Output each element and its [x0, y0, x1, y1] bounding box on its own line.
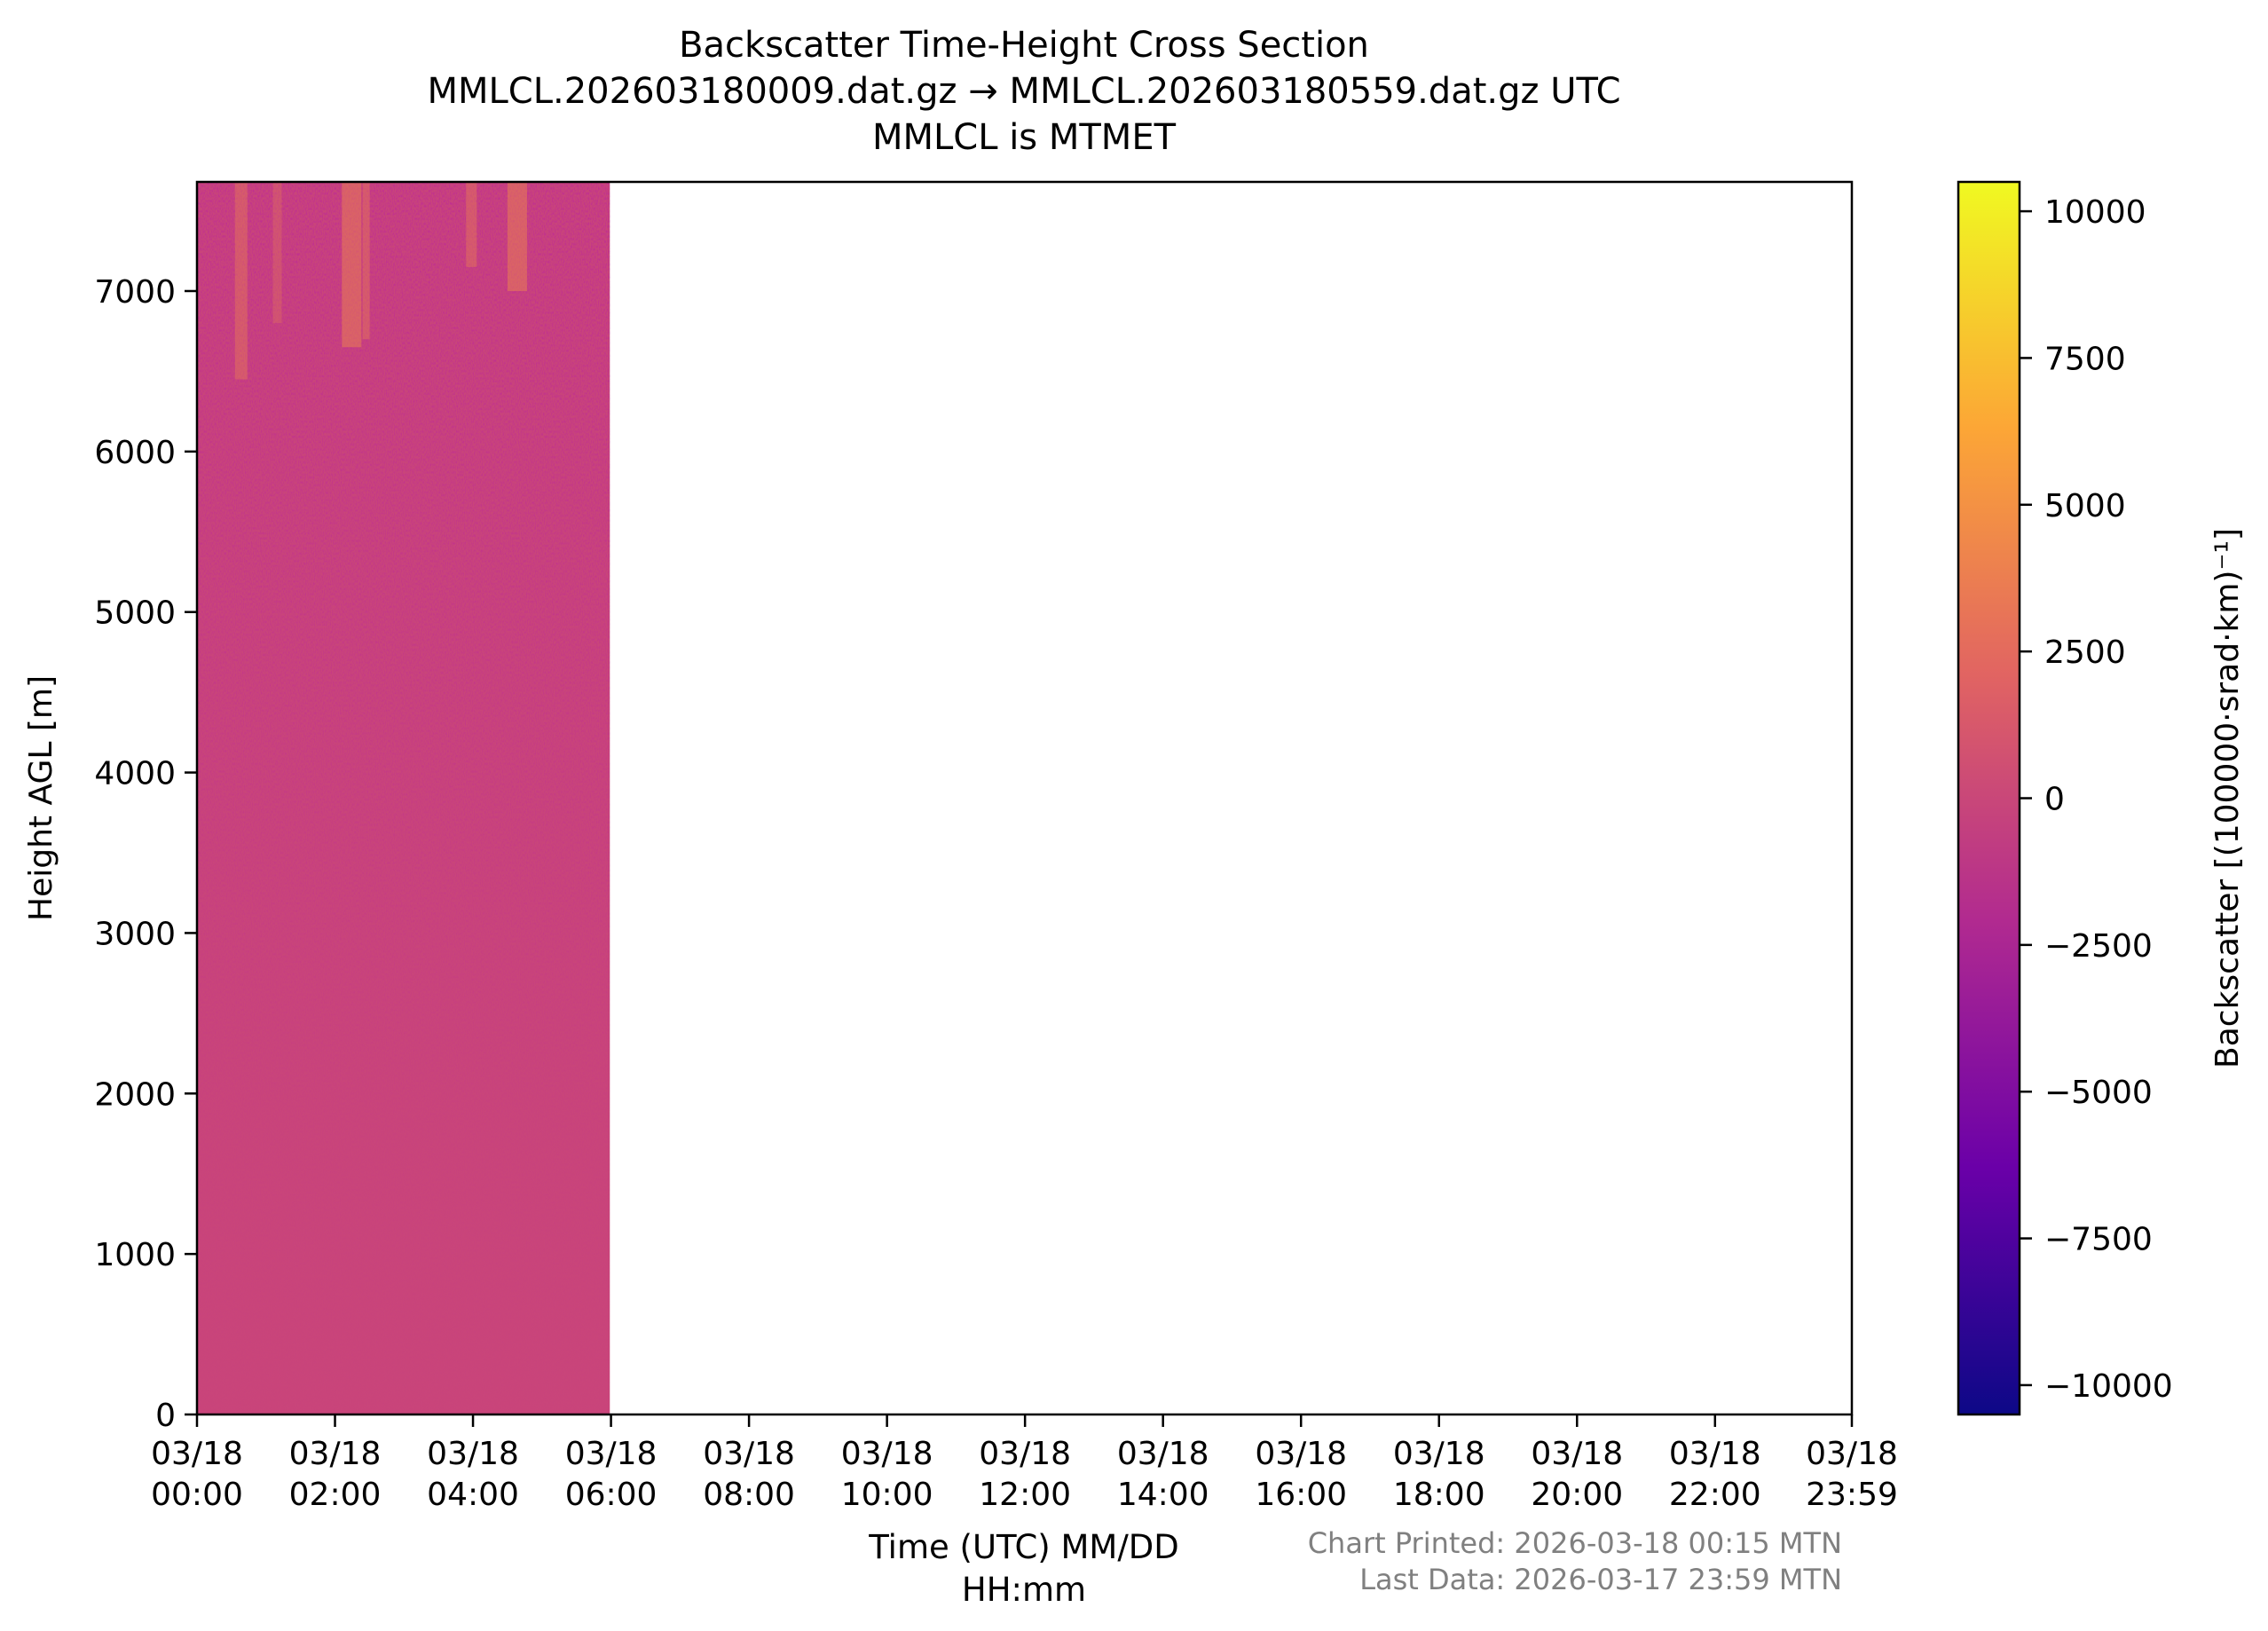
colorbar-axis: 10000 7500 5000 2500 0 −2500 −5000 −7500 −10000 — [2020, 194, 2173, 1405]
x-axis: 03/18 00:00 03/18 02:00 03/18 04:00 03/18 06:00… — [151, 1414, 1898, 1513]
heatmap-plume-streak — [507, 182, 527, 291]
y-axis: 0 1000 2000 3000 4000 5000 6000 7000 — [94, 274, 197, 1434]
colorbar-tick-label: 10000 — [2044, 194, 2146, 231]
title-line-1: Backscatter Time-Height Cross Section — [679, 25, 1369, 66]
heatmap-plume-streak — [272, 182, 282, 324]
x-axis-label-line-2: HH:mm — [962, 1571, 1086, 1609]
x-tick-label-time: 18:00 — [1393, 1477, 1485, 1513]
heatmap — [197, 182, 610, 1414]
y-tick-label: 2000 — [94, 1076, 176, 1113]
x-tick-label-time: 02:00 — [289, 1477, 382, 1513]
x-tick-label-date: 03/18 — [1806, 1436, 1898, 1472]
y-tick-label: 1000 — [94, 1237, 176, 1273]
x-tick-label-date: 03/18 — [1669, 1436, 1761, 1472]
y-tick-label: 6000 — [94, 435, 176, 471]
heatmap-plume-streak — [362, 182, 370, 340]
x-tick-label-date: 03/18 — [1117, 1436, 1209, 1472]
x-tick-label-time: 08:00 — [703, 1477, 795, 1513]
colorbar-tick-label: 2500 — [2044, 634, 2126, 671]
x-tick-label-time: 12:00 — [979, 1477, 1071, 1513]
y-tick-label: 4000 — [94, 756, 176, 792]
heatmap-plume-streak — [342, 182, 362, 348]
heatmap-plume-streak — [234, 182, 248, 380]
y-tick-label: 7000 — [94, 274, 176, 311]
x-tick-label-time: 16:00 — [1255, 1477, 1347, 1513]
y-tick-label: 5000 — [94, 595, 176, 632]
colorbar-tick-label: 0 — [2044, 782, 2065, 818]
colorbar-tick-label: 7500 — [2044, 341, 2126, 377]
y-tick-label: 0 — [155, 1398, 176, 1434]
x-tick-label-date: 03/18 — [289, 1436, 382, 1472]
chart-printed-note: Chart Printed: 2026-03-18 00:15 MTN — [1308, 1526, 1842, 1560]
x-tick-label-date: 03/18 — [703, 1436, 795, 1472]
heatmap-plume-streak — [466, 182, 477, 267]
colorbar-tick-label: −7500 — [2044, 1222, 2153, 1258]
x-tick-label-date: 03/18 — [979, 1436, 1071, 1472]
y-axis-label: Height AGL [m] — [23, 675, 59, 921]
title-line-2: MMLCL.202603180009.dat.gz → MMLCL.202603… — [427, 71, 1620, 112]
colorbar-tick-label: 5000 — [2044, 488, 2126, 524]
x-tick-label-date: 03/18 — [1393, 1436, 1485, 1472]
x-axis-label-line-1: Time (UTC) MM/DD — [868, 1528, 1179, 1566]
title-line-3: MMLCL is MTMET — [872, 117, 1177, 158]
x-tick-label-date: 03/18 — [841, 1436, 933, 1472]
colorbar — [1957, 180, 2021, 1416]
y-tick-label: 3000 — [94, 916, 176, 952]
x-tick-label-time: 00:00 — [151, 1477, 243, 1513]
x-tick-label-date: 03/18 — [565, 1436, 658, 1472]
x-tick-label-time: 10:00 — [841, 1477, 933, 1513]
x-tick-label-date: 03/18 — [1531, 1436, 1623, 1472]
x-tick-label-time: 22:00 — [1669, 1477, 1761, 1513]
colorbar-tick-label: −10000 — [2044, 1368, 2173, 1405]
x-tick-label-time: 04:00 — [427, 1477, 519, 1513]
chart-title: Backscatter Time-Height Cross Section MM… — [427, 25, 1620, 158]
last-data-note: Last Data: 2026-03-17 23:59 MTN — [1359, 1563, 1842, 1596]
colorbar-tick-label: −5000 — [2044, 1075, 2153, 1111]
x-tick-label-time: 23:59 — [1806, 1477, 1898, 1513]
x-tick-label-time: 14:00 — [1117, 1477, 1209, 1513]
x-tick-label-time: 06:00 — [565, 1477, 658, 1513]
x-tick-label-time: 20:00 — [1531, 1477, 1623, 1513]
heatmap-noise — [197, 182, 610, 1414]
colorbar-label: Backscatter [(100000·srad·km)⁻¹] — [2209, 528, 2246, 1068]
x-tick-label-date: 03/18 — [427, 1436, 519, 1472]
x-tick-label-date: 03/18 — [151, 1436, 243, 1472]
colorbar-tick-label: −2500 — [2044, 928, 2153, 965]
x-tick-label-date: 03/18 — [1255, 1436, 1347, 1472]
